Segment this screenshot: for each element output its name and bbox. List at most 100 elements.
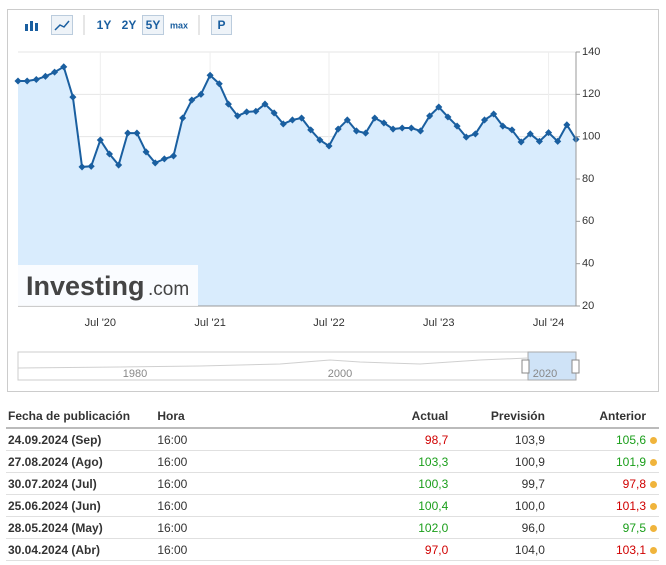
y-tick-label: 60: [582, 215, 594, 227]
point: [243, 108, 251, 116]
point: [362, 129, 370, 137]
point: [389, 125, 397, 133]
forecast-cell: 99,7: [450, 472, 547, 495]
alert-cell: [648, 516, 659, 539]
point: [188, 96, 196, 104]
point: [545, 129, 553, 137]
actual-cell: 103,3: [330, 450, 451, 473]
table-row: 27.08.2024 (Ago) 16:00 103,3 100,9 101,9: [6, 450, 659, 473]
y-tick-label: 120: [582, 88, 600, 100]
point: [279, 120, 287, 128]
point: [554, 137, 562, 145]
time-cell: 16:00: [155, 472, 331, 495]
navigator-label: 2000: [328, 368, 352, 380]
actual-cell: 102,0: [330, 516, 451, 539]
alert-dot: [650, 436, 657, 444]
y-tick-label: 20: [582, 300, 594, 312]
previous-cell: 101,9: [546, 450, 648, 473]
point: [160, 155, 168, 163]
date-cell: 28.05.2024 (May): [6, 516, 156, 539]
navigator: [17, 351, 580, 381]
point: [343, 116, 351, 124]
point: [535, 137, 543, 145]
p-box: [211, 15, 232, 35]
column-header: Hora: [155, 405, 331, 429]
bar-icon[interactable]: [25, 21, 38, 31]
point: [334, 125, 342, 133]
previous-cell: 97,5: [546, 516, 648, 539]
point: [261, 100, 269, 108]
point: [133, 129, 141, 137]
point: [490, 110, 498, 118]
column-header: Previsión: [450, 405, 547, 429]
p-button[interactable]: P: [217, 18, 225, 32]
alert-dot: [650, 546, 657, 554]
y-tick-label: 140: [582, 46, 600, 58]
table-row: 28.05.2024 (May) 16:00 102,0 96,0 97,5: [6, 516, 659, 539]
actual-cell: 97,0: [330, 538, 451, 561]
point: [179, 114, 187, 122]
time-cell: 16:00: [155, 516, 331, 539]
x-tick-label: Jul '22: [313, 317, 344, 329]
line-icon-glyph: [54, 20, 70, 31]
logo-brand: Investing: [26, 271, 145, 301]
date-cell: 25.06.2024 (Jun): [6, 494, 156, 517]
range-button[interactable]: 1Y: [97, 18, 112, 32]
alert-dot: [650, 524, 657, 532]
date-cell: 27.08.2024 (Ago): [6, 450, 156, 473]
forecast-cell: 96,0: [450, 516, 547, 539]
point: [316, 136, 324, 144]
time-cell: 16:00: [155, 494, 331, 517]
point: [380, 119, 388, 127]
point: [78, 163, 86, 171]
header-spacer: [648, 405, 659, 429]
point: [215, 80, 223, 88]
navigator-label: 1980: [123, 368, 147, 380]
point: [526, 130, 534, 138]
y-tick-label: 40: [582, 258, 594, 270]
range-button[interactable]: 5Y: [146, 18, 161, 32]
point: [206, 71, 214, 79]
previous-cell: 105,6: [546, 428, 648, 451]
alert-cell: [648, 428, 659, 451]
time-cell: 16:00: [155, 450, 331, 473]
point: [142, 148, 150, 156]
point: [471, 130, 479, 138]
forecast-cell: 103,9: [450, 428, 547, 451]
range-button[interactable]: max: [170, 20, 188, 30]
point: [151, 159, 159, 167]
x-tick-label: Jul '20: [85, 317, 116, 329]
chart-panel: 1Y 2Y 5Y max P 20 40 60 80 100 120 140 Jul '20 Jul '…: [7, 9, 659, 392]
forecast-cell: 100,0: [450, 494, 547, 517]
point: [115, 161, 123, 169]
table-row: 30.07.2024 (Jul) 16:00 100,3 99,7 97,8: [6, 472, 659, 495]
point: [426, 112, 434, 120]
alert-dot: [650, 458, 657, 466]
point: [124, 129, 132, 137]
table-row: 30.04.2024 (Abr) 16:00 97,0 104,0 103,1: [6, 538, 659, 561]
point: [416, 127, 425, 135]
line-icon[interactable]: [51, 15, 73, 35]
point: [252, 107, 260, 115]
point: [298, 114, 306, 122]
forecast-cell: 100,9: [450, 450, 547, 473]
point: [517, 138, 525, 146]
area: [18, 66, 576, 306]
y-tick-label: 80: [582, 173, 594, 185]
logo-bg: [18, 265, 198, 306]
alert-cell: [648, 472, 659, 495]
previous-cell: 103,1: [546, 538, 648, 561]
range-button[interactable]: 2Y: [122, 18, 137, 32]
point: [234, 112, 242, 120]
point: [96, 136, 104, 144]
date-cell: 30.04.2024 (Abr): [6, 538, 156, 561]
point: [307, 126, 315, 134]
range-active: [142, 15, 164, 35]
previous-cell: 101,3: [546, 494, 648, 517]
point: [105, 150, 114, 158]
point: [169, 152, 178, 160]
point: [435, 103, 443, 111]
logo-suffix: .com: [148, 279, 189, 300]
time-cell: 16:00: [155, 428, 331, 451]
